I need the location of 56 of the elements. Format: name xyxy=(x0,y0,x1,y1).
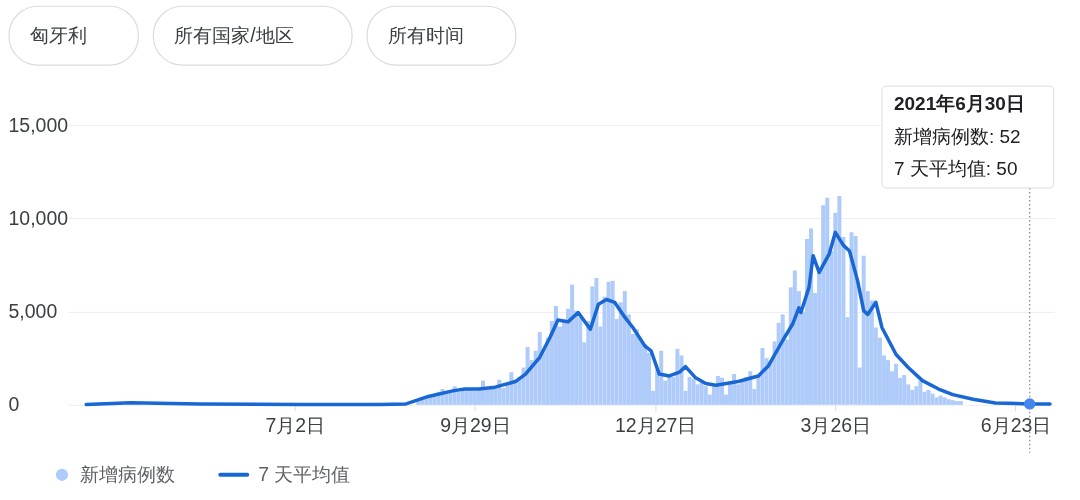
y-tick-label: 15,000 xyxy=(8,113,69,136)
bar xyxy=(699,382,704,405)
bar xyxy=(634,329,639,405)
x-tick-label: 9月29日 xyxy=(440,414,511,437)
y-tick-label: 10,000 xyxy=(8,206,69,229)
text: 所有国家/地区 xyxy=(174,23,294,46)
bar xyxy=(946,399,951,405)
bar xyxy=(472,390,477,405)
bar xyxy=(958,401,963,405)
y-tick-label: 0 xyxy=(8,393,20,416)
bar xyxy=(659,350,664,405)
bar xyxy=(825,197,830,405)
legend-label: 新增病例数 xyxy=(79,462,175,485)
bar xyxy=(570,284,575,405)
annotation: 新增病例数: 52 xyxy=(894,125,1021,147)
bar xyxy=(610,280,615,405)
bar xyxy=(675,348,680,405)
bar xyxy=(622,291,627,405)
bar xyxy=(950,400,955,405)
x-tick-label: 6月23日 xyxy=(980,414,1052,437)
bar xyxy=(861,255,866,405)
bar xyxy=(553,306,558,405)
legend-label: 7 天平均值 xyxy=(258,462,351,485)
bar xyxy=(902,375,907,405)
bar xyxy=(926,389,931,405)
bar xyxy=(703,386,708,405)
text: 2021年6月30日 xyxy=(894,93,1025,115)
bar xyxy=(849,232,854,405)
bar xyxy=(691,378,696,405)
bar xyxy=(525,347,530,405)
bar xyxy=(954,401,959,405)
x-tick-label: 7月2日 xyxy=(265,414,326,437)
bar xyxy=(606,281,611,405)
x-tick-label: 12月27日 xyxy=(614,414,697,437)
bar xyxy=(594,278,599,405)
bar xyxy=(934,397,939,405)
bar xyxy=(780,314,785,405)
bar xyxy=(643,344,648,405)
y-tick-label: 5,000 xyxy=(8,300,58,323)
bar xyxy=(930,393,935,405)
bar xyxy=(760,347,765,405)
text: 所有时间 xyxy=(388,23,465,46)
bar xyxy=(894,363,899,405)
bar xyxy=(918,380,923,405)
x-tick-label: 3月26日 xyxy=(800,414,872,437)
bar xyxy=(792,270,797,405)
bar xyxy=(942,397,947,405)
bar xyxy=(687,376,692,405)
annotation: 7 天平均值: 50 xyxy=(894,158,1018,180)
bar xyxy=(537,332,542,405)
bar xyxy=(740,380,745,405)
bar xyxy=(938,395,943,405)
bar xyxy=(853,236,858,405)
text: 匈牙利 xyxy=(29,23,87,46)
bar xyxy=(468,389,473,405)
bar xyxy=(837,195,842,405)
